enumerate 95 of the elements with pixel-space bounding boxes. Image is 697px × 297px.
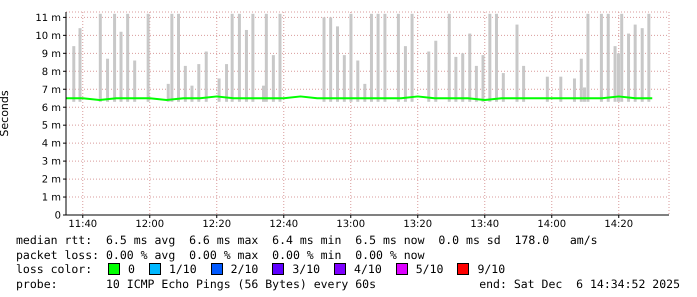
bar	[78, 28, 82, 102]
bar	[647, 14, 650, 102]
x-tick-label: 13:00	[336, 219, 366, 230]
legend-label: 0	[128, 262, 135, 276]
bar	[620, 14, 624, 102]
bar	[572, 78, 576, 102]
bar	[474, 66, 478, 102]
y-tick-label: 3 m	[42, 156, 61, 168]
bar	[113, 14, 116, 102]
text: end: Sat Dec 6 14:34:52 2025	[479, 276, 680, 291]
bar	[515, 24, 518, 102]
bar	[370, 14, 373, 102]
bar	[72, 46, 76, 102]
y-tick-label: 9 m	[42, 48, 61, 60]
bar	[600, 14, 603, 102]
bar	[197, 64, 200, 102]
bar	[454, 56, 458, 102]
y-tick-label: 7 m	[42, 84, 61, 96]
bar	[522, 66, 526, 102]
bar	[98, 14, 102, 102]
x-tick-label: 12:20	[202, 219, 232, 230]
bar	[204, 52, 208, 102]
x-tick-label: 13:40	[470, 219, 500, 230]
bar	[634, 24, 637, 102]
x-tick-label: 14:20	[604, 219, 634, 230]
bar	[238, 14, 241, 102]
x-tick-label: 13:20	[403, 219, 432, 230]
legend-label: 4/10	[354, 262, 382, 276]
bar	[383, 14, 386, 102]
bar	[244, 30, 248, 102]
bar	[502, 73, 505, 102]
bar	[468, 34, 472, 102]
bar	[434, 40, 438, 102]
bar	[559, 76, 562, 102]
bar	[329, 17, 332, 102]
bar	[586, 14, 590, 102]
legend-label: 5/10	[416, 262, 444, 276]
y-tick-label: 0	[54, 210, 61, 222]
bar	[120, 32, 123, 102]
x-tick-label: 14:00	[537, 219, 566, 230]
bar	[410, 14, 414, 102]
bar	[170, 14, 174, 102]
bar	[342, 55, 346, 102]
bar	[272, 55, 275, 102]
bar	[488, 14, 492, 102]
bar	[225, 64, 228, 102]
bar	[146, 14, 150, 102]
bar	[230, 14, 234, 102]
legend-title: loss color:	[16, 262, 94, 276]
bar	[376, 14, 380, 102]
bar	[322, 17, 326, 102]
x-tick-label: 11:40	[68, 219, 98, 230]
bar	[278, 14, 282, 102]
y-tick-label: 11 m	[35, 12, 61, 24]
text: packet loss: 0.00 % avg 0.00 % max 0.00 % min 0.00 % now	[16, 248, 426, 262]
y-tick-label: 4 m	[42, 138, 61, 150]
legend-label: 3/10	[292, 262, 320, 276]
bar	[580, 58, 583, 102]
y-tick-label: 10 m	[35, 30, 61, 42]
bar	[336, 26, 339, 102]
bar	[264, 14, 268, 102]
y-axis-title: Seconds	[0, 90, 11, 137]
y-tick-label: 6 m	[42, 102, 61, 114]
y-tick-label: 8 m	[42, 66, 61, 78]
bar	[177, 14, 180, 102]
bar	[184, 66, 187, 102]
bar	[396, 14, 400, 102]
bar	[356, 60, 360, 102]
text: probe: 10 ICMP Echo Pings (56 Bytes) every 60s	[16, 276, 376, 291]
bar	[218, 78, 221, 102]
legend-label: 9/10	[477, 262, 506, 276]
bar	[133, 60, 136, 102]
y-tick-label: 5 m	[42, 120, 61, 132]
bar	[627, 34, 630, 102]
y-tick-label: 1 m	[42, 192, 61, 204]
bar	[546, 76, 549, 102]
bar	[640, 28, 644, 102]
text: median rtt: 6.5 ms avg 6.6 ms max 6.4 ms min 6.5 ms now 0.0 ms sd 178.0 am/s	[16, 233, 599, 248]
bar	[106, 58, 110, 102]
bar	[606, 14, 610, 102]
bar	[251, 14, 254, 102]
legend-label: 2/10	[230, 262, 258, 276]
x-tick-label: 12:00	[135, 219, 164, 230]
bar	[461, 53, 464, 102]
bar	[427, 52, 430, 102]
legend-label: 1/10	[168, 262, 197, 276]
bar	[404, 46, 407, 102]
bar	[482, 55, 485, 102]
bar	[448, 14, 451, 102]
x-tick-label: 12:40	[269, 219, 298, 230]
y-tick-label: 2 m	[42, 174, 61, 186]
bar	[494, 14, 498, 102]
bar	[126, 14, 130, 102]
bar	[614, 46, 617, 102]
bar	[349, 14, 352, 102]
